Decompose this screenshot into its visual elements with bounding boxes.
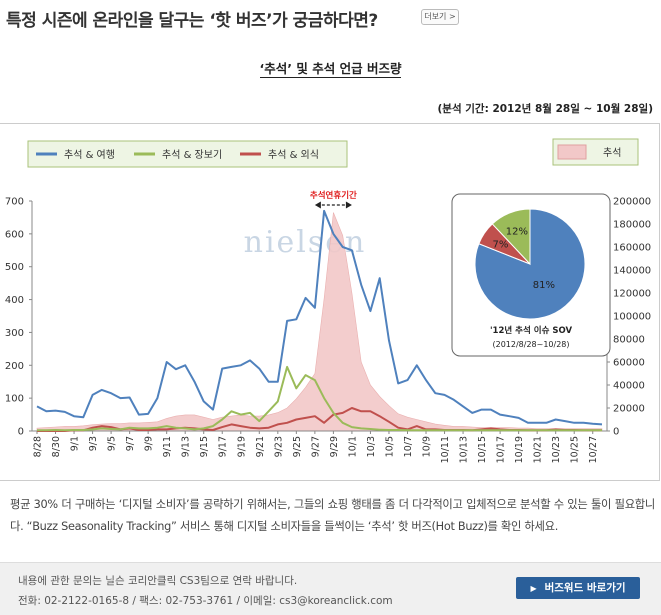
- x-tick-label: 9/27: [310, 436, 321, 457]
- y-right-tick-label: 100000: [613, 312, 651, 323]
- description-text: 평균 30% 더 구매하는 ‘디지털 소비자’를 공략하기 위해서는, 그들의 …: [10, 498, 655, 533]
- x-tick-label: 8/30: [51, 436, 62, 457]
- x-tick-label: 9/15: [199, 436, 210, 457]
- buzz-chart: nielsen 0 100 200 300 400 500 600 700 0 20000 40000…: [5, 138, 651, 463]
- x-tick-label: 10/23: [551, 436, 562, 463]
- pie-slice-travel-label: 81%: [533, 280, 555, 291]
- x-tick-label: 9/21: [255, 436, 266, 457]
- x-tick-label: 10/17: [496, 436, 507, 463]
- page-title: 특정 시즌에 온라인을 달구는 ‘핫 버즈’가 궁금하다면?: [6, 11, 378, 31]
- y-left-tick-label: 0: [18, 427, 24, 438]
- footer: 내용에 관한 문의는 닐슨 코리안클릭 CS3팀으로 연락 바랍니다. 전화: …: [0, 562, 661, 615]
- x-tick-label: 9/29: [329, 436, 340, 457]
- x-tick-label: 10/25: [570, 436, 581, 463]
- contact-details: 전화: 02-2122-0165-8 / 팩스: 02-753-3761 / 이…: [18, 595, 393, 607]
- x-tick-label: 9/3: [88, 436, 99, 451]
- y-left-tick-label: 300: [5, 328, 24, 339]
- x-tick-label: 10/27: [588, 436, 599, 463]
- arrow-left-icon: [314, 201, 321, 209]
- series-line-shopping: [37, 365, 602, 432]
- x-tick-label: 10/9: [422, 436, 433, 457]
- chart-title: ‘추석’ 및 추석 언급 버즈량: [0, 58, 661, 78]
- chart-panel: [0, 123, 660, 481]
- x-tick-label: 9/1: [70, 436, 81, 451]
- legend-area-label: 추석: [603, 147, 621, 159]
- y-right-tick-label: 60000: [613, 358, 645, 369]
- pie-slice-shopping-label: 12%: [506, 226, 528, 237]
- x-tick-label: 10/21: [533, 436, 544, 463]
- chart-title-text: ‘추석’ 및 추석 언급 버즈량: [259, 61, 402, 78]
- pie-caption-title: '12년 추석 이슈 SOV: [490, 325, 573, 336]
- x-tick-label: 10/1: [347, 436, 358, 457]
- x-tick-label: 9/7: [125, 436, 136, 451]
- y-right-tick-label: 200000: [613, 197, 651, 208]
- x-tick-label: 9/11: [162, 436, 173, 457]
- y-right-tick-label: 80000: [613, 335, 645, 346]
- watermark-text: nielsen: [244, 225, 367, 260]
- pie-slice-shopping: [491, 208, 531, 266]
- x-tick-label: 8/28: [33, 436, 44, 457]
- buzzword-link-button[interactable]: ▶ 버즈워드 바로가기: [516, 577, 640, 599]
- analysis-period: (분석 기간: 2012년 8월 28일 ~ 10월 28일): [437, 103, 654, 115]
- series-line-travel: [36, 209, 603, 426]
- legend-eatout-label: 추석 & 외식: [268, 149, 319, 161]
- legend-travel-label: 추석 & 여행: [64, 149, 115, 161]
- x-tick-label: 10/13: [459, 436, 470, 463]
- legend-box: [27, 140, 348, 168]
- y-left-tick-label: 400: [5, 295, 24, 306]
- y-right-tick-label: 0: [613, 427, 619, 438]
- pie-caption-period: (2012/8/28~10/28): [492, 340, 569, 349]
- contact-note: 내용에 관한 문의는 닐슨 코리안클릭 CS3팀으로 연락 바랍니다.: [18, 575, 298, 587]
- x-tick-label: 9/13: [181, 436, 192, 457]
- y-left-tick-label: 700: [5, 197, 24, 208]
- y-right-tick-label: 40000: [613, 381, 645, 392]
- y-left-tick-label: 200: [5, 361, 24, 372]
- y-left-tick-label: 600: [5, 229, 24, 240]
- y-right-tick-label: 120000: [613, 289, 651, 300]
- y-right-tick-label: 160000: [613, 243, 651, 254]
- arrow-right-icon: [345, 201, 352, 209]
- arrow-right-icon: ▶: [530, 584, 537, 593]
- x-tick-label: 9/25: [292, 436, 303, 457]
- x-tick-label: 10/5: [385, 436, 396, 457]
- x-tick-label: 9/23: [273, 436, 284, 457]
- legend-shopping-label: 추석 & 장보기: [162, 149, 222, 161]
- pie-slice-eatout-label: 7%: [492, 239, 508, 250]
- x-tick-label: 9/9: [144, 436, 155, 451]
- legend-area-swatch: [557, 144, 587, 160]
- y-right-tick-label: 20000: [613, 404, 645, 415]
- x-tick-label: 10/7: [403, 436, 414, 457]
- x-tick-label: 9/5: [107, 436, 118, 451]
- y-right-tick-label: 140000: [613, 266, 651, 277]
- holiday-annotation: 추석연휴기간: [310, 190, 357, 201]
- y-left-tick-label: 500: [5, 262, 24, 273]
- x-tick-label: 10/3: [366, 436, 377, 457]
- x-tick-label: 9/17: [218, 436, 229, 457]
- x-tick-label: 10/15: [477, 436, 488, 463]
- y-right-tick-label: 180000: [613, 220, 651, 231]
- x-tick-label: 10/19: [514, 436, 525, 463]
- x-tick-label: 9/19: [236, 436, 247, 457]
- more-button[interactable]: 더보기 >: [421, 9, 459, 25]
- x-tick-label: 10/11: [440, 436, 451, 463]
- y-left-tick-label: 100: [5, 394, 24, 405]
- buzzword-link-label: 버즈워드 바로가기: [544, 582, 626, 594]
